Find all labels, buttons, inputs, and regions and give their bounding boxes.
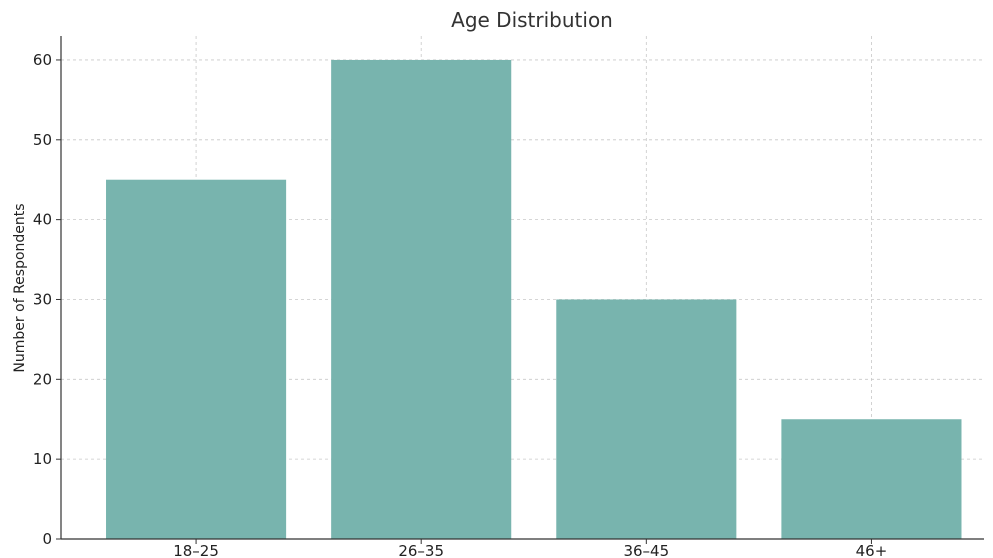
y-tick-label: 50: [33, 131, 52, 149]
y-tick-label: 30: [33, 290, 52, 308]
x-tick-label: 46+: [856, 542, 888, 558]
chart-title: Age Distribution: [451, 8, 613, 32]
y-tick-label: 0: [42, 530, 52, 548]
y-tick-label: 40: [33, 211, 52, 229]
axes-layer: [60, 36, 984, 540]
y-tick-label: 20: [33, 370, 52, 388]
bar-0: [106, 179, 287, 539]
x-tick-label: 26–35: [398, 542, 444, 558]
bar-1: [331, 59, 512, 539]
bar-3: [781, 419, 962, 539]
y-axis-label: Number of Respondents: [12, 203, 28, 372]
bar-2: [556, 299, 737, 539]
y-tick-label: 60: [33, 51, 52, 69]
y-tick-label: 10: [33, 450, 52, 468]
x-tick-label: 36–45: [623, 542, 669, 558]
bars-layer: [106, 59, 962, 539]
x-tick-label: 18–25: [173, 542, 219, 558]
ticks-layer: 0 10 20 30 40 50 60 18–25 26–35 36–45 46+: [33, 51, 887, 558]
